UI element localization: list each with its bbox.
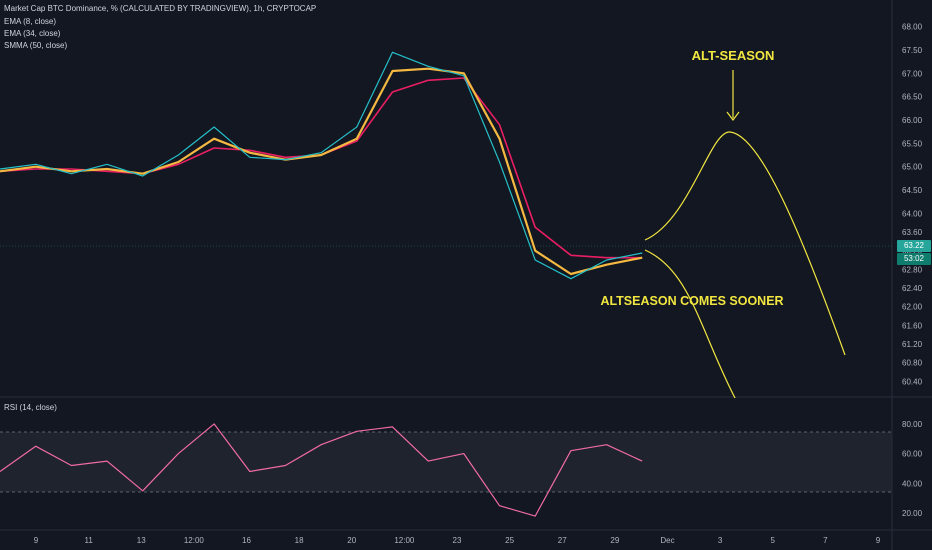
price-tick-label: 60.80	[902, 359, 923, 368]
time-tick-label: 12:00	[394, 536, 415, 545]
time-tick-label: 11	[84, 536, 93, 545]
last-price-badge: 63.22	[897, 240, 931, 252]
rsi-band	[0, 432, 892, 492]
countdown-badge: 53:02	[897, 253, 931, 265]
price-tick-label: 65.50	[902, 139, 923, 148]
rsi-tick-label: 40.00	[902, 479, 923, 488]
price-tick-label: 66.00	[902, 116, 923, 125]
price-tick-label: 67.00	[902, 69, 923, 78]
price-tick-label: 64.50	[902, 186, 923, 195]
annotation-altseason: ALT-SEASON	[692, 48, 775, 63]
time-tick-label: 16	[242, 536, 251, 545]
price-tick-label: 67.50	[902, 46, 923, 55]
rsi-axis[interactable]: 80.00 60.00 40.00 20.00	[902, 420, 923, 518]
rsi-line	[0, 423, 643, 517]
price-tick-label: 64.00	[902, 209, 923, 218]
time-tick-label: Dec	[660, 536, 674, 545]
time-tick-label: 29	[610, 536, 619, 545]
price-tick-label: 66.50	[902, 93, 923, 102]
time-tick-label: 3	[718, 536, 723, 545]
legend-ema8[interactable]: EMA (8, close)	[4, 17, 57, 26]
rsi-tick-label: 20.00	[902, 509, 923, 518]
price-tick-label: 68.00	[902, 23, 923, 32]
price-tick-label: 61.20	[902, 340, 923, 349]
price-tick-label: 60.40	[902, 377, 923, 386]
legend-ema34[interactable]: EMA (34, close)	[4, 29, 61, 38]
time-tick-label: 5	[771, 536, 776, 545]
time-tick-label: 13	[137, 536, 146, 545]
time-tick-label: 25	[505, 536, 514, 545]
time-tick-label: 12:00	[184, 536, 205, 545]
price-tick-label: 62.40	[902, 284, 923, 293]
price-tick-label: 62.80	[902, 265, 923, 274]
time-tick-label: 27	[558, 536, 567, 545]
price-axis[interactable]: 68.00 67.50 67.00 66.50 66.00 65.50 65.00 64.50…	[902, 23, 923, 387]
price-tick-label: 65.00	[902, 163, 923, 172]
series-line-ema34	[0, 67, 643, 276]
arrow-head-icon	[726, 111, 740, 121]
time-tick-label: 7	[823, 536, 828, 545]
time-axis[interactable]: 9 11 13 12:00 16 18 20 12:00 23 25 27 29 Dec 3 5 7 9	[34, 536, 881, 545]
annotation-sooner: ALTSEASON COMES SOONER	[600, 294, 783, 308]
rsi-tick-label: 60.00	[902, 450, 923, 459]
time-tick-label: 18	[295, 536, 304, 545]
altseason-projection-curve	[644, 131, 846, 356]
legend-rsi[interactable]: RSI (14, close)	[4, 403, 57, 412]
rsi-layer	[0, 423, 643, 517]
series-layer	[0, 51, 643, 280]
time-tick-label: 9	[876, 536, 881, 545]
price-line	[0, 51, 643, 280]
time-tick-label: 20	[347, 536, 356, 545]
legend-smma50[interactable]: SMMA (50, close)	[4, 41, 68, 50]
price-tick-label: 61.60	[902, 321, 923, 330]
rsi-tick-label: 80.00	[902, 420, 923, 429]
time-tick-label: 23	[453, 536, 462, 545]
time-tick-label: 9	[34, 536, 39, 545]
price-tick-label: 63.60	[902, 228, 923, 237]
sooner-projection-curve	[644, 249, 736, 399]
price-tick-label: 62.00	[902, 303, 923, 312]
chart-title[interactable]: Market Cap BTC Dominance, % (CALCULATED …	[4, 4, 317, 13]
